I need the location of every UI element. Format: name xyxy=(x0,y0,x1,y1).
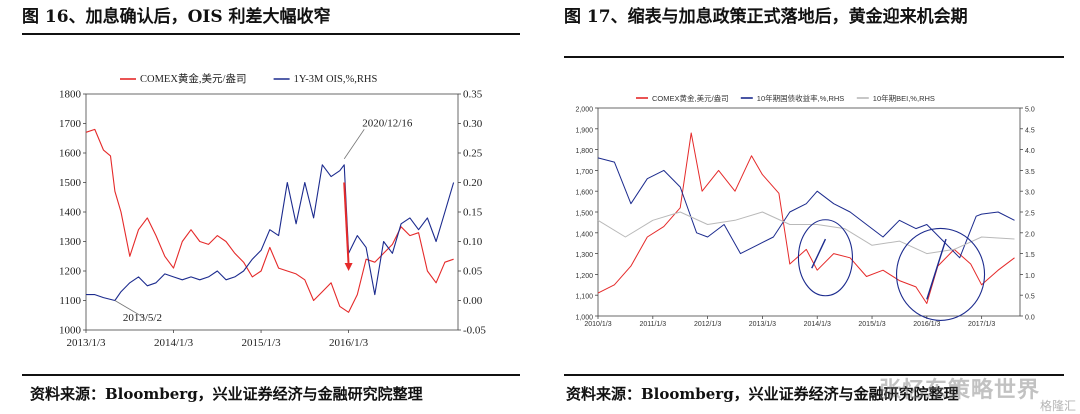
figure-17: 图 17、缩表与加息政策正式落地后，黄金迎来机会期 1,000 1,100 1,20… xyxy=(548,0,1080,414)
figure-title: 图 16、加息确认后，OIS 利差大幅收窄 xyxy=(22,7,331,27)
left-tick-label: 1,200 xyxy=(575,273,593,280)
left-tick-label: 1500 xyxy=(59,177,82,189)
left-tick-label: 1,300 xyxy=(575,252,593,259)
annotation-leader xyxy=(114,300,146,319)
watermark: 张忆东策略世界 xyxy=(878,378,1040,403)
annotation-leader xyxy=(343,129,365,160)
x-tick-label: 2015/1/3 xyxy=(858,321,885,328)
left-tick-label: 1,600 xyxy=(575,190,593,197)
x-tick-label: 2015/1/3 xyxy=(241,337,281,349)
highlight-trend-line xyxy=(811,238,827,269)
source-note: 资料来源：Bloomberg，兴业证券经济与金融研究院整理 xyxy=(566,385,959,403)
red-arrow-head xyxy=(344,263,353,271)
right-tick-label: 0.00 xyxy=(463,295,483,307)
x-tick-label: 2017/1/3 xyxy=(968,321,995,328)
source-rule xyxy=(22,374,520,376)
annotation-label: 2020/12/16 xyxy=(362,118,413,130)
right-tick-label: 2.5 xyxy=(1025,211,1035,218)
left-tick-label: 1,700 xyxy=(575,169,593,176)
x-tick-label: 2011/1/3 xyxy=(639,321,666,328)
x-tick-label: 2010/1/3 xyxy=(584,321,611,328)
chart-ois-gold: 1000 1100 1200 1300 1400 1500 1600 1700 1800 -0.0… xyxy=(59,72,486,349)
x-tick-label: 2013/1/3 xyxy=(66,337,106,349)
left-tick-label: 1800 xyxy=(59,89,82,101)
right-tick-label: 4.5 xyxy=(1025,127,1035,134)
left-tick-label: 1400 xyxy=(59,207,82,219)
left-tick-label: 1,800 xyxy=(575,148,593,155)
legend-label: COMEX黄金,美元/盎司 xyxy=(652,93,729,103)
left-tick-label: 1100 xyxy=(59,295,81,307)
right-tick-label: -0.05 xyxy=(463,325,486,337)
source-rule xyxy=(564,374,1064,376)
legend-label: COMEX黄金,美元/盎司 xyxy=(140,72,246,85)
right-tick-label: 2.0 xyxy=(1025,231,1035,238)
left-tick-label: 1,400 xyxy=(575,231,593,238)
series-line xyxy=(86,164,455,302)
right-tick-label: 0.30 xyxy=(463,118,483,130)
left-tick-label: 1600 xyxy=(59,148,82,160)
left-tick-label: 1300 xyxy=(59,236,82,248)
highlight-circle xyxy=(895,227,986,321)
left-tick-label: 1,500 xyxy=(575,211,593,218)
right-tick-label: 3.0 xyxy=(1025,190,1035,197)
right-tick-label: 0.5 xyxy=(1025,294,1035,301)
right-tick-label: 0.15 xyxy=(463,207,483,219)
title-rule xyxy=(564,56,1064,58)
source-note: 资料来源：Bloomberg，兴业证券经济与金融研究院整理 xyxy=(30,385,423,403)
left-tick-label: 1700 xyxy=(59,118,82,130)
series-line xyxy=(597,211,1015,255)
right-tick-label: 0.0 xyxy=(1025,315,1035,322)
x-tick-label: 2014/1/3 xyxy=(154,337,194,349)
left-tick-label: 1,000 xyxy=(575,315,593,322)
right-tick-label: 0.05 xyxy=(463,266,483,278)
right-tick-label: 0.25 xyxy=(463,148,483,160)
legend-label: 1Y-3M OIS,%,RHS xyxy=(294,74,378,85)
series-line xyxy=(597,157,1015,259)
right-tick-label: 5.0 xyxy=(1025,107,1035,114)
chart-gold-yield-bei: 1,000 1,100 1,200 1,300 1,400 1,500 1,600 1,700… xyxy=(575,93,1035,328)
right-tick-label: 1.0 xyxy=(1025,273,1035,280)
x-tick-label: 2016/1/3 xyxy=(913,321,940,328)
title-rule xyxy=(22,33,520,35)
figure-title: 图 17、缩表与加息政策正式落地后，黄金迎来机会期 xyxy=(564,7,968,27)
right-tick-label: 0.10 xyxy=(463,236,483,248)
figure-16: 图 16、加息确认后，OIS 利差大幅收窄 1000 1100 1200 1300 14… xyxy=(0,0,530,414)
right-tick-label: 0.20 xyxy=(463,177,483,189)
annotation-label: 2013/5/2 xyxy=(123,312,162,324)
left-tick-label: 1000 xyxy=(59,325,82,337)
left-tick-label: 2,000 xyxy=(575,107,593,114)
legend-label: 10年期国债收益率,%,RHS xyxy=(757,93,845,103)
x-tick-label: 2014/1/3 xyxy=(804,321,831,328)
left-tick-label: 1200 xyxy=(59,266,82,278)
x-tick-label: 2013/1/3 xyxy=(749,321,776,328)
series-line xyxy=(85,128,454,313)
red-arrow-shaft xyxy=(343,182,350,266)
highlight-ellipse xyxy=(797,219,853,297)
right-tick-label: 3.5 xyxy=(1025,169,1035,176)
x-tick-label: 2016/1/3 xyxy=(329,337,369,349)
corner-watermark: 格隆汇 xyxy=(1039,399,1076,413)
highlight-trend-line xyxy=(926,238,947,300)
legend-label: 10年期BEI,%,RHS xyxy=(873,93,935,103)
right-tick-label: 4.0 xyxy=(1025,148,1035,155)
left-tick-label: 1,900 xyxy=(575,127,593,134)
x-tick-label: 2012/1/3 xyxy=(694,321,721,328)
right-tick-label: 0.35 xyxy=(463,89,483,101)
left-tick-label: 1,100 xyxy=(575,294,593,301)
plot-frame xyxy=(597,107,1021,317)
right-tick-label: 1.5 xyxy=(1025,252,1035,259)
